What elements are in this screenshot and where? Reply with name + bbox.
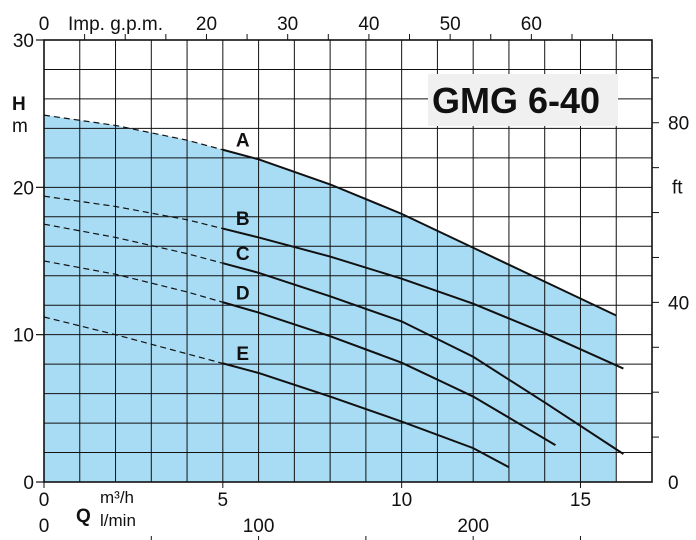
y-tick-label: 10 bbox=[13, 326, 34, 347]
q-symbol: Q bbox=[76, 506, 91, 527]
frame-rect bbox=[43, 39, 653, 483]
gpm-tick-label: 40 bbox=[358, 14, 379, 35]
plot-frame bbox=[43, 39, 653, 483]
gpm-axis-label: Imp. g.p.m. bbox=[68, 14, 163, 35]
curve-b-dashed bbox=[43, 195, 223, 230]
ft-tick-label: 80 bbox=[668, 114, 689, 135]
ft-tick-label: 0 bbox=[668, 473, 679, 494]
y-tick-label: 30 bbox=[13, 31, 34, 52]
curve-d-dashed bbox=[43, 260, 223, 303]
m3h-tick-label: 15 bbox=[570, 490, 591, 511]
curve-c-dashed bbox=[43, 223, 223, 264]
y-axis-symbol: H bbox=[12, 94, 26, 115]
m3h-unit: m³/h bbox=[100, 488, 134, 507]
gpm-tick-label: 50 bbox=[440, 14, 461, 35]
m3h-tick-label: 10 bbox=[391, 490, 412, 511]
gpm-tick-label: 30 bbox=[277, 14, 298, 35]
curve-b bbox=[222, 227, 624, 370]
curve-c bbox=[222, 262, 624, 455]
ft-tick-label: 40 bbox=[668, 293, 689, 314]
gpm-tick-label: 0 bbox=[39, 14, 50, 35]
m3h-tick-label: 0 bbox=[39, 490, 50, 511]
curve-e bbox=[222, 362, 510, 469]
curve-d bbox=[222, 301, 556, 447]
m3h-tick-label: 5 bbox=[218, 490, 229, 511]
curve-label-c: C bbox=[236, 244, 250, 265]
lmin-unit: l/min bbox=[100, 511, 136, 530]
title-box bbox=[428, 74, 618, 126]
curve-label-b: B bbox=[236, 209, 250, 230]
curve-label-a: A bbox=[236, 131, 250, 152]
ft-axis-unit: ft bbox=[672, 177, 683, 198]
curve-a-dashed bbox=[43, 114, 223, 151]
chart-title: GMG 6-40 bbox=[432, 80, 600, 121]
curve-label-e: E bbox=[236, 344, 249, 365]
gpm-tick-label: 60 bbox=[521, 14, 542, 35]
curve-a bbox=[222, 148, 617, 317]
y-tick-label: 0 bbox=[23, 473, 34, 494]
y-axis-unit: m bbox=[12, 116, 28, 137]
gpm-tick-label: 20 bbox=[196, 14, 217, 35]
lmin-tick-label: 200 bbox=[457, 516, 489, 537]
lmin-tick-label: 0 bbox=[39, 516, 50, 537]
y-tick-label: 20 bbox=[13, 178, 34, 199]
curve-e-dashed bbox=[43, 316, 223, 364]
curves: A BCD E bbox=[43, 114, 624, 469]
lmin-tick-label: 100 bbox=[243, 516, 275, 537]
curve-label-d: D bbox=[236, 283, 250, 304]
